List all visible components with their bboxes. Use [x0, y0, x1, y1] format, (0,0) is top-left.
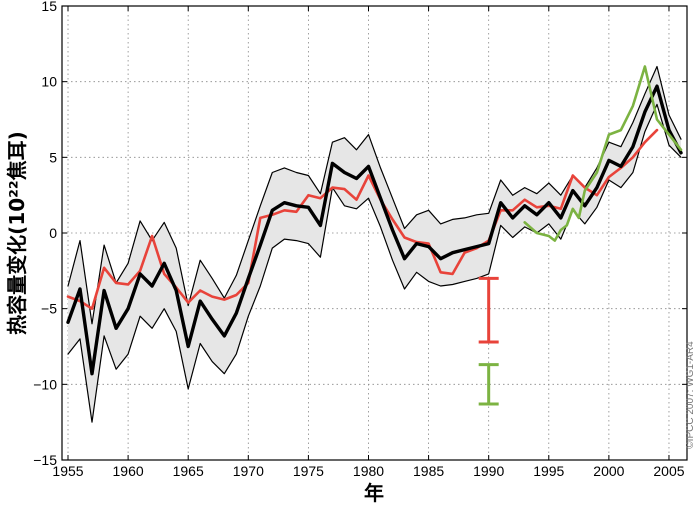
x-tick-label: 2000 [593, 463, 624, 479]
x-tick-label: 1980 [353, 463, 384, 479]
series-lines [66, 65, 683, 423]
y-tick-label: −10 [33, 376, 57, 392]
y-tick-label: −5 [41, 301, 57, 317]
red-series-line [66, 128, 659, 311]
x-tick-label: 1965 [173, 463, 204, 479]
green-series-line [523, 65, 683, 242]
error-bars [478, 276, 499, 406]
y-tick-label: 15 [41, 0, 57, 14]
x-tick-label: 1985 [413, 463, 444, 479]
x-tick-label: 1995 [533, 463, 564, 479]
y-tick-label: 10 [41, 74, 57, 90]
x-tick-label: 1970 [233, 463, 264, 479]
axis-ticks [62, 5, 687, 461]
green-error-bar [478, 363, 499, 406]
mean-line [66, 84, 683, 376]
y-tick-label: 0 [49, 225, 57, 241]
x-tick-label: 1955 [52, 463, 83, 479]
ipcc-credit: ©IPCC 2007: WG1-AR4 [685, 341, 696, 449]
grid-lines [62, 6, 687, 460]
x-tick-label: 2005 [653, 463, 684, 479]
uncertainty-band [68, 66, 681, 423]
x-tick-label: 1990 [473, 463, 504, 479]
y-tick-label: −15 [33, 452, 57, 468]
red-error-bar [478, 276, 499, 344]
x-tick-label: 1960 [113, 463, 144, 479]
y-tick-labels: 15 10 5 0 −5 −10 −15 [33, 0, 57, 468]
x-axis-label: 年 [364, 481, 384, 505]
x-tick-labels: 1955 1960 1965 1970 1975 1980 1985 1990 1995 2000… [52, 463, 684, 479]
x-tick-label: 1975 [293, 463, 324, 479]
y-tick-label: 5 [49, 149, 57, 165]
y-axis-label: 热容量变化(10²²焦耳) [5, 131, 29, 335]
